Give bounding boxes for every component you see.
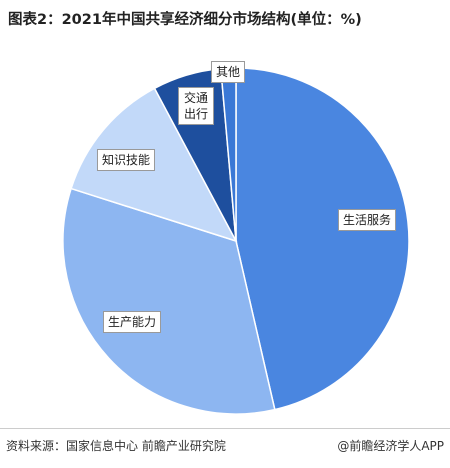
brand: @前瞻经济学人APP <box>337 439 444 453</box>
pie-slice <box>235 67 410 411</box>
pie-slice <box>62 187 276 415</box>
slice-label: 生产能力 <box>102 311 162 333</box>
source-note: 资料来源：国家信息中心 前瞻产业研究院 <box>6 439 226 453</box>
slice-label: 交通出行 <box>178 87 214 125</box>
chart-title: 图表2：2021年中国共享经济细分市场结构(单位：%) <box>8 12 362 28</box>
divider <box>0 428 450 429</box>
slice-label: 知识技能 <box>96 149 156 171</box>
slice-label: 其他 <box>210 61 246 83</box>
slice-label: 生活服务 <box>337 209 397 231</box>
